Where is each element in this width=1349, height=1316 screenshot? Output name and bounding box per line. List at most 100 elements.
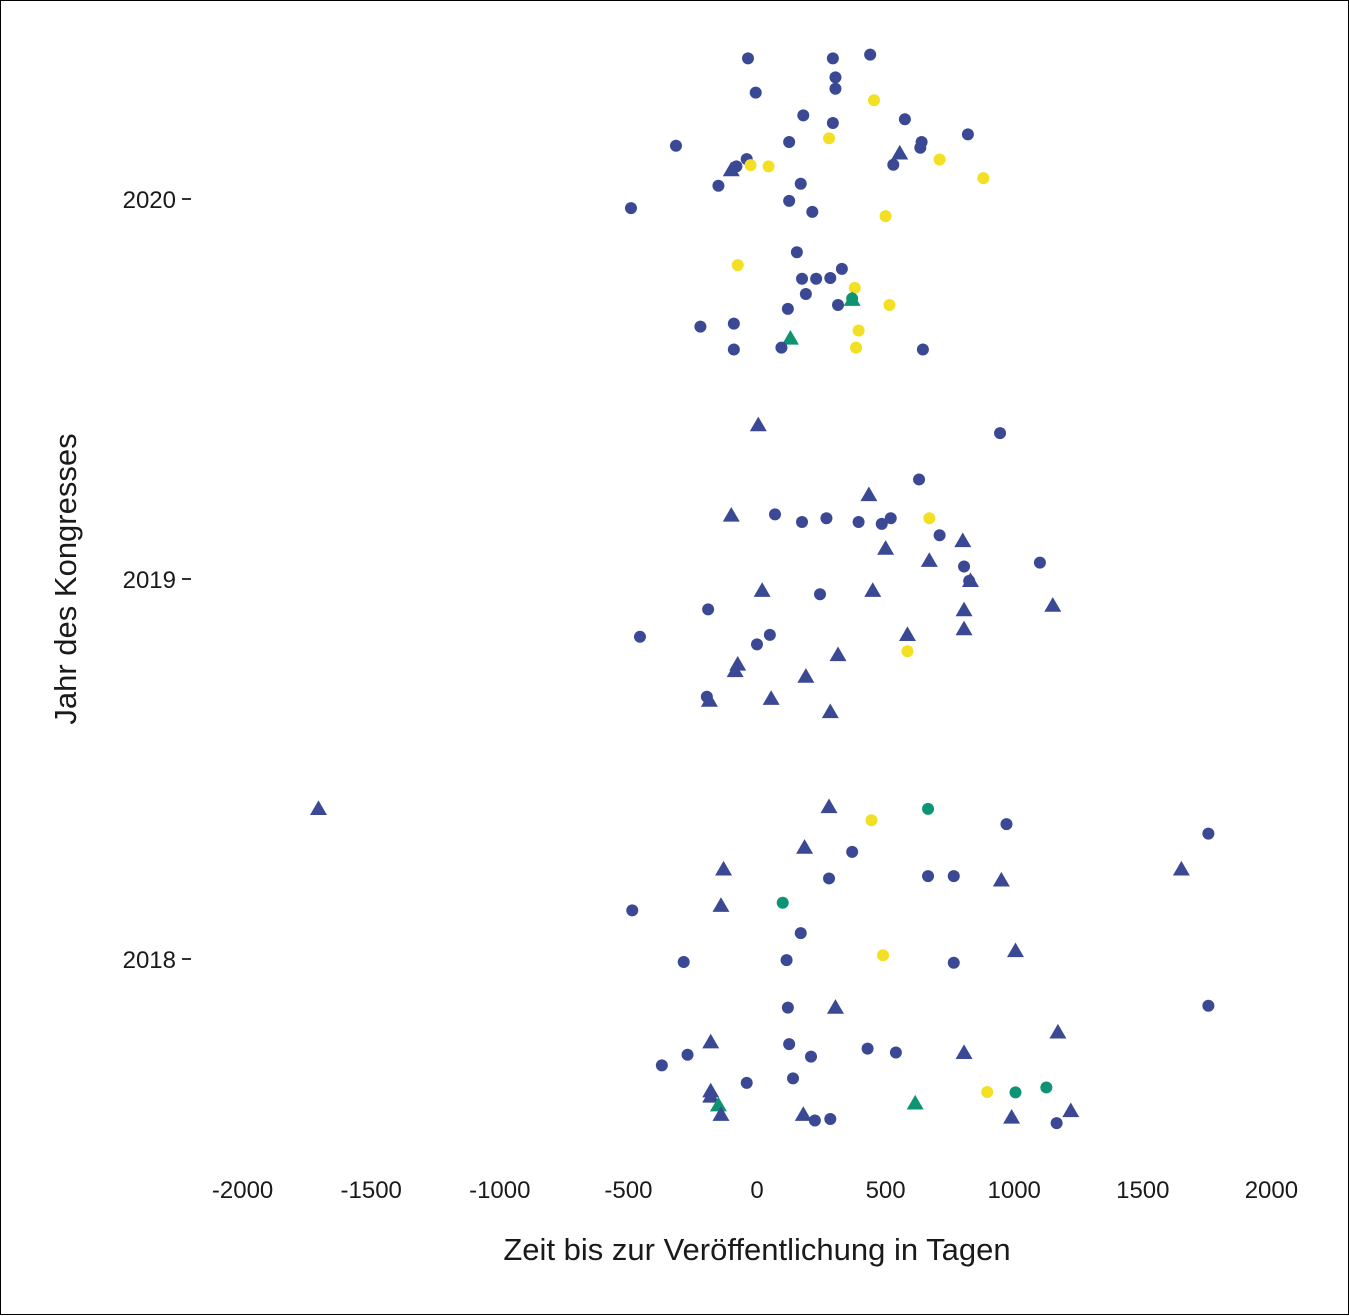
data-point-circle [832,299,845,312]
data-point-triangle [715,860,733,876]
data-point-circle [794,177,807,190]
data-point-circle [850,341,863,354]
data-point-triangle [829,646,847,662]
data-point-circle [933,153,946,166]
data-point-triangle [906,1094,924,1110]
data-point-triangle [309,800,327,816]
data-point-circle [826,117,839,129]
data-point-triangle [722,507,740,522]
data-point-triangle [702,1088,720,1103]
data-point-triangle [722,161,740,177]
data-point-triangle [753,582,771,597]
data-point-circle [981,1086,994,1098]
data-point-triangle [709,1096,727,1112]
data-point-circle [762,160,775,173]
data-point-circle [681,1048,694,1061]
data-point-circle [677,956,690,969]
data-point-triangle [781,329,799,345]
data-point-circle [879,210,892,223]
data-point-circle [805,1050,818,1063]
data-point-triangle [700,692,718,707]
y-tick-label: 2019 [123,567,176,594]
data-point-triangle [821,703,839,719]
data-point-triangle [749,416,767,432]
data-point-circle [776,896,789,909]
data-point-triangle [826,999,844,1014]
data-point-circle [669,139,682,152]
data-point-circle [823,132,836,145]
data-point-circle [794,927,807,940]
data-point-circle [727,317,740,330]
data-point-circle [898,113,911,126]
data-point-circle [694,320,707,333]
data-point-circle [883,299,896,312]
data-point-circle [852,324,865,337]
data-point-circle [790,246,803,259]
data-point-circle [740,1076,753,1089]
data-point-triangle [794,1106,812,1121]
data-point-circle [797,109,810,122]
data-point-circle [780,954,793,967]
data-point-circle [963,574,976,587]
data-point-circle [861,1042,874,1055]
data-point-circle [922,802,935,815]
y-axis-title: Jahr des Kongresses [48,433,83,724]
data-point-circle [810,272,823,285]
data-point-triangle [797,668,815,683]
data-point-circle [781,302,794,315]
y-axis: 2018 2019 2020 [123,187,191,974]
data-point-circle [901,645,914,658]
data-point-circle [947,870,960,883]
data-point-circle [913,473,926,486]
data-point-triangle [954,532,972,548]
data-point-circle [781,1001,794,1014]
data-point-triangle [891,144,909,160]
data-point-circle [829,71,842,84]
data-point-circle [769,508,782,521]
data-point-triangle [1044,597,1062,612]
data-point-triangle [955,1044,973,1059]
data-point-circle [1009,1086,1022,1099]
data-point-circle [783,1038,796,1051]
data-point-circle [958,560,971,573]
data-point-triangle [726,662,744,678]
data-point-triangle [955,620,973,636]
data-point-triangle [1172,860,1190,876]
x-tick-label: 1000 [988,1177,1041,1204]
data-point-circle [864,48,877,61]
data-point-circle [1202,999,1215,1012]
data-point-circle [848,281,861,294]
data-point-circle [947,956,960,969]
data-point-circle [877,949,890,962]
data-point-circle [783,194,796,207]
data-point-circle [741,52,754,65]
data-point-triangle [1062,1102,1080,1118]
data-point-circle [977,172,990,185]
data-point-circle [868,94,881,107]
data-point-triangle [1006,942,1024,958]
data-point-circle [655,1059,668,1072]
x-tick-label: 0 [750,1177,763,1204]
data-point-circle [829,82,842,95]
data-point-circle [626,904,639,917]
data-point-circle [731,259,744,272]
data-point-circle [846,845,859,858]
data-point-circle [751,638,763,651]
data-point-circle [799,288,812,300]
data-point-circle [1040,1081,1053,1094]
y-tick-label: 2018 [123,947,176,974]
data-point-circle [914,141,927,154]
data-point-circle [1202,827,1215,840]
data-point-circle [835,262,848,275]
data-point-triangle [820,798,838,814]
data-point-triangle [1003,1108,1021,1124]
data-point-circle [808,1114,821,1127]
data-point-circle [763,628,776,641]
x-tick-label: -500 [604,1177,652,1204]
data-point-circle [1000,818,1013,831]
data-point-circle [923,512,936,525]
data-point-circle [712,179,725,192]
data-point-circle [994,427,1007,440]
x-axis: -2000 -1500 -1000 -500 0 500 1000 1500 2000 [212,1177,1298,1204]
